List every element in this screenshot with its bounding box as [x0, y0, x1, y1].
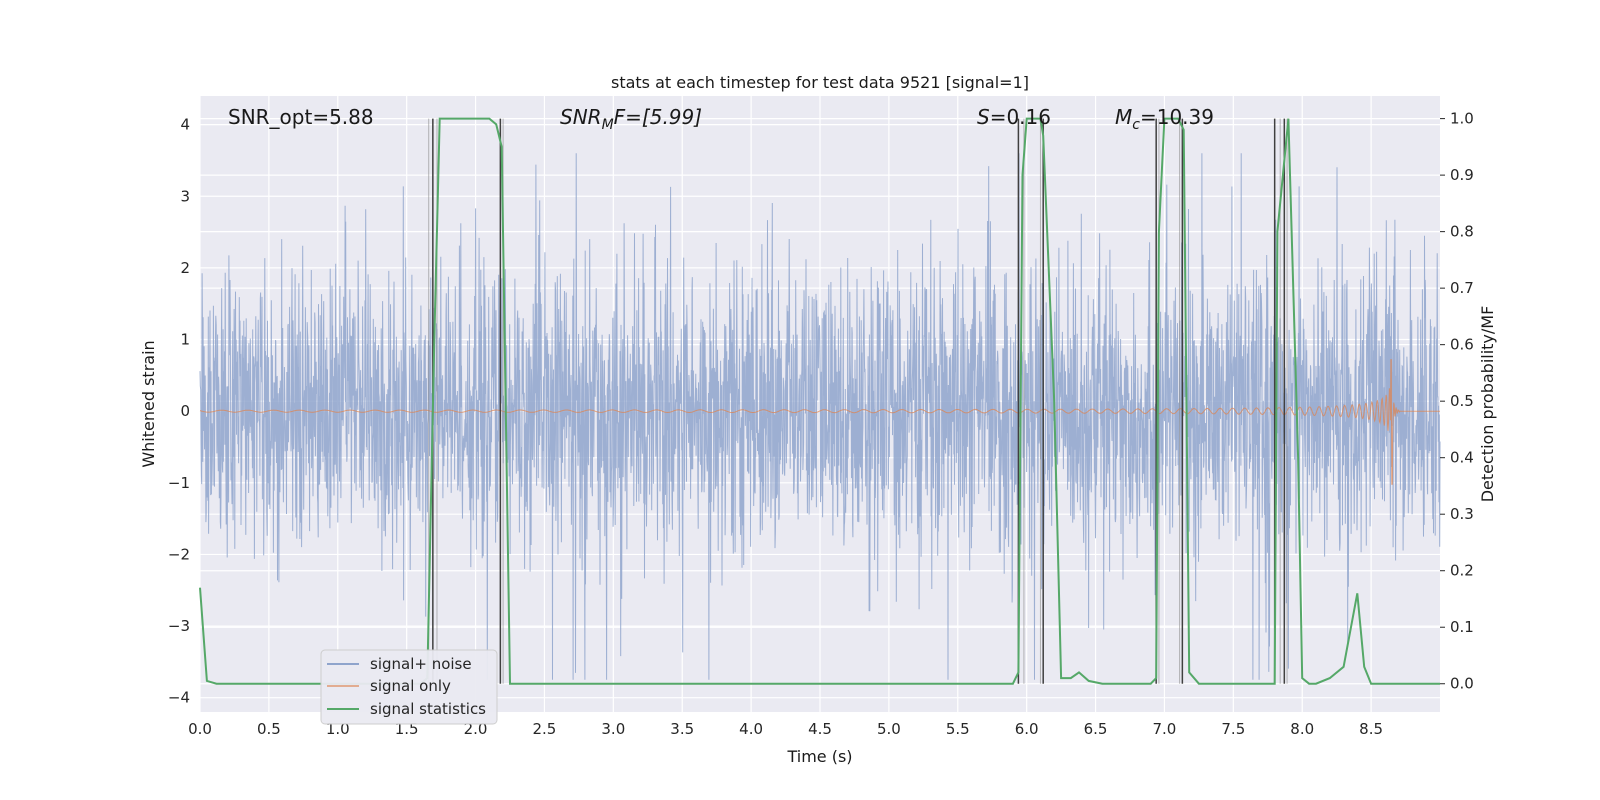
x-tick-label: 6.5: [1084, 720, 1108, 738]
chart-title: stats at each timestep for test data 952…: [611, 73, 1029, 92]
x-tick-label: 4.0: [739, 720, 763, 738]
y-tick-label: 2: [180, 259, 190, 277]
signal-statistics-series: [199, 117, 1440, 685]
snr-mf-main: SNR: [560, 105, 602, 129]
tick-labels: 0.0 0.5 1.0 1.5 2.0 2.5 3.0 3.5 4.0 4.5 5.0 5.5 6.0 6…: [168, 110, 1474, 738]
x-tick-label: 0.0: [188, 720, 212, 738]
y2-tick-label: 0.2: [1450, 562, 1474, 580]
x-tick-label: 5.0: [877, 720, 901, 738]
legend: signal+ noise signal only signal statist…: [320, 649, 498, 725]
y-tick-label: 3: [180, 187, 190, 205]
y2-tick-label: 0.7: [1450, 279, 1474, 297]
y2-tick-label: 0.4: [1450, 449, 1474, 467]
s-main: S: [977, 105, 990, 129]
noise-line: [199, 153, 1441, 680]
snr-mf-rest: F=[5.99]: [614, 105, 702, 129]
y2-tick-label: 0.9: [1450, 166, 1474, 184]
x-axis-label: Time (s): [786, 747, 852, 766]
snr-mf-subscript: M: [602, 117, 614, 133]
legend-label-stats: signal statistics: [370, 700, 486, 718]
legend-label-noise: signal+ noise: [370, 655, 472, 673]
legend-box: [320, 649, 498, 725]
y-tick-label: 0: [180, 402, 190, 420]
mc-rest: =10.39: [1140, 105, 1214, 129]
x-tick-label: 8.0: [1290, 720, 1314, 738]
y2-tick-label: 0.6: [1450, 336, 1474, 354]
mc-main: M: [1115, 105, 1132, 129]
y2-tick-label: 0.3: [1450, 505, 1474, 523]
legend-label-signal: signal only: [370, 677, 451, 695]
s-rest: =0.16: [990, 105, 1051, 129]
y2-tick-label: 0.5: [1450, 392, 1474, 410]
x-tick-label: 7.0: [1153, 720, 1177, 738]
mc-subscript: c: [1132, 117, 1140, 133]
signal-only-line: [199, 359, 1440, 485]
annotation-snr-mf: SNRMF=[5.99]: [560, 105, 702, 133]
x-tick-label: 2.5: [533, 720, 557, 738]
y-tick-label: −2: [168, 545, 190, 563]
y2-tick-label: 0.0: [1450, 675, 1474, 693]
x-tick-label: 8.5: [1359, 720, 1383, 738]
x-tick-label: 3.5: [670, 720, 694, 738]
signal-statistics-line: [199, 117, 1440, 685]
x-tick-label: 4.5: [808, 720, 832, 738]
y2-tick-label: 0.8: [1450, 223, 1474, 241]
annotation-mc: Mc=10.39: [1115, 105, 1214, 133]
y2-tick-label: 1.0: [1450, 110, 1474, 128]
y-tick-label: −4: [168, 689, 190, 707]
x-tick-label: 3.0: [601, 720, 625, 738]
y-tick-label: −1: [168, 474, 190, 492]
signal-only-series: [199, 359, 1440, 485]
y2-axis-label: Detection probability/MF: [1478, 306, 1497, 503]
x-tick-label: 6.0: [1015, 720, 1039, 738]
signal-noise-series: [199, 153, 1441, 680]
x-tick-label: 5.5: [946, 720, 970, 738]
x-tick-label: 7.5: [1221, 720, 1245, 738]
annotation-snr-opt: SNR_opt=5.88: [228, 105, 374, 129]
y-axis-label: Whitened strain: [139, 340, 158, 467]
y2-tick-label: 0.1: [1450, 618, 1474, 636]
y-tick-label: 1: [180, 331, 190, 349]
y-tick-label: −3: [168, 617, 190, 635]
x-tick-label: 0.5: [257, 720, 281, 738]
annotation-s: S=0.16: [977, 105, 1051, 129]
y-tick-label: 4: [180, 116, 190, 134]
